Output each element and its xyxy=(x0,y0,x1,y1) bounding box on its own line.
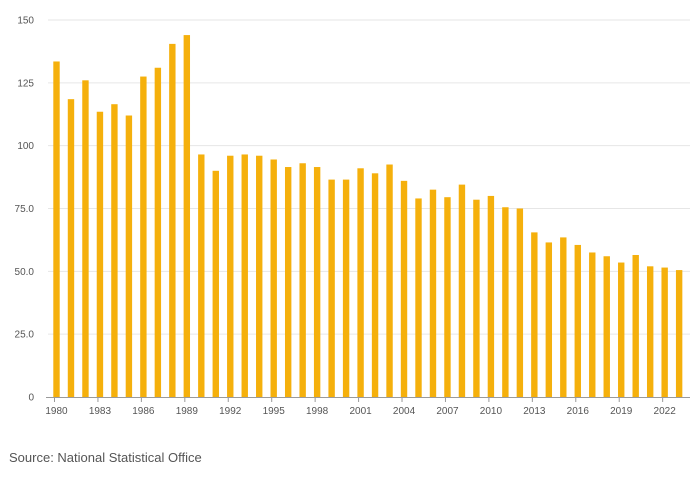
x-tick-label: 1986 xyxy=(132,406,155,417)
x-tick-label: 2004 xyxy=(393,406,416,417)
bar-1999 xyxy=(328,179,335,397)
bar-2002 xyxy=(371,173,379,397)
bar-1986 xyxy=(140,76,147,398)
x-tick-label: 1980 xyxy=(45,406,68,417)
x-tick-label: 2001 xyxy=(349,406,372,417)
x-tick-label: 1995 xyxy=(263,406,286,417)
bar-2011 xyxy=(502,207,509,397)
x-tick-label: 2019 xyxy=(610,406,633,417)
bar-1983 xyxy=(96,111,104,398)
bar-1988 xyxy=(169,43,176,397)
bar-2004 xyxy=(400,180,408,397)
bar-2005 xyxy=(415,198,422,397)
y-tick-label: 0 xyxy=(28,393,34,404)
bar-2019 xyxy=(618,262,625,397)
bar-2022 xyxy=(661,267,668,397)
y-tick-label: 150 xyxy=(17,16,34,27)
x-tick-label: 2010 xyxy=(480,406,503,417)
bar-2012 xyxy=(516,208,524,397)
bar-1989 xyxy=(183,35,191,397)
bar-1995 xyxy=(270,159,277,397)
bar-2003 xyxy=(386,164,393,397)
bar-2021 xyxy=(646,266,654,397)
bar-2001 xyxy=(357,168,364,397)
bar-1984 xyxy=(111,104,118,397)
bar-1982 xyxy=(82,80,89,397)
y-tick-label: 100 xyxy=(17,141,34,152)
source-note: Source: National Statistical Office xyxy=(9,450,202,465)
bar-1990 xyxy=(198,154,205,397)
bar-2016 xyxy=(574,244,581,397)
bar-2017 xyxy=(589,252,596,397)
bar-1987 xyxy=(154,67,162,397)
y-tick-label: 125 xyxy=(17,78,34,89)
bar-2006 xyxy=(429,189,437,397)
bar-2007 xyxy=(444,197,451,397)
x-axis-labels: 1980 1983 1986 1989 1992 1995 1998 2001 2004 2007… xyxy=(45,406,676,417)
bar-2009 xyxy=(473,199,480,397)
bar-2015 xyxy=(560,237,567,397)
x-axis xyxy=(46,397,690,402)
x-tick-label: 1983 xyxy=(89,406,112,417)
x-tick-label: 1998 xyxy=(306,406,329,417)
bar-1993 xyxy=(241,154,248,397)
bar-1996 xyxy=(284,167,292,397)
bar-2023 xyxy=(675,270,683,397)
bar-1981 xyxy=(67,99,75,398)
bar-1994 xyxy=(256,155,263,397)
x-tick-label: 2007 xyxy=(436,406,459,417)
y-tick-label: 75.0 xyxy=(15,204,35,215)
bar-1998 xyxy=(313,167,321,397)
y-tick-label: 25.0 xyxy=(15,330,35,341)
bar-2008 xyxy=(458,184,466,397)
x-tick-label: 2013 xyxy=(523,406,546,417)
bar-1991 xyxy=(212,170,219,397)
x-tick-label: 1989 xyxy=(176,406,199,417)
y-tick-label: 50.0 xyxy=(15,267,35,278)
bar-1980 xyxy=(53,61,60,397)
bar-1992 xyxy=(227,155,234,397)
bars xyxy=(53,35,683,398)
bar-2000 xyxy=(342,179,350,397)
x-tick-label: 1992 xyxy=(219,406,242,417)
y-axis-labels: 0 25.0 50.0 75.0 100 125 150 xyxy=(15,16,35,404)
x-tick-label: 2016 xyxy=(567,406,590,417)
bar-2013 xyxy=(531,232,538,397)
bar-1985 xyxy=(125,115,133,397)
bar-2010 xyxy=(487,195,495,397)
bar-2018 xyxy=(603,256,610,397)
x-tick-label: 2022 xyxy=(654,406,677,417)
bar-2020 xyxy=(632,255,639,397)
bar-1997 xyxy=(299,163,306,397)
bar-2014 xyxy=(545,242,553,397)
